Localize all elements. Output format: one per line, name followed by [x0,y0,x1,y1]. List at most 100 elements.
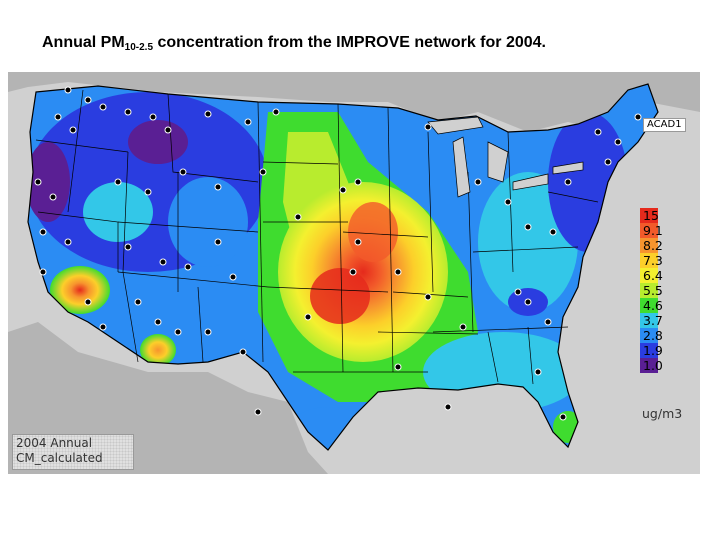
station-dot [64,86,72,94]
station-dot [214,238,222,246]
station-dot [524,298,532,306]
legend-swatch [640,358,658,373]
station-dot [534,368,542,376]
legend-value: 5.5 [643,283,663,298]
station-dot [259,168,267,176]
station-dot [394,363,402,371]
station-dot [304,313,312,321]
legend-value: 4.6 [643,298,663,313]
station-dot [149,113,157,121]
station-dot [394,268,402,276]
concentration-map [8,72,700,474]
title-prefix: Annual PM [42,34,125,51]
station-dot [239,348,247,356]
legend-row: 6.4 [640,268,720,283]
station-dot [214,183,222,191]
legend-swatch [640,298,658,313]
station-dot [514,288,522,296]
station-dot [84,298,92,306]
title-suffix: concentration from the IMPROVE network f… [153,34,546,51]
legend-row: 7.3 [640,253,720,268]
legend-swatch [640,268,658,283]
station-dot [354,178,362,186]
legend-row: 1.0 [640,358,720,373]
station-dot [549,228,557,236]
station-dot [134,298,142,306]
station-dot [354,238,362,246]
station-dot [604,158,612,166]
station-dot [459,323,467,331]
station-dot [179,168,187,176]
station-dot [114,178,122,186]
legend-row: 3.7 [640,313,720,328]
station-dot [614,138,622,146]
station-dot [159,258,167,266]
station-dot [144,188,152,196]
station-dot [99,103,107,111]
station-dot [504,198,512,206]
us-outline [27,83,659,451]
station-dot [184,263,192,271]
station-dot [424,293,432,301]
station-dot [594,128,602,136]
legend-row: 9.1 [640,223,720,238]
station-dot [424,123,432,131]
legend-value: 8.2 [643,238,663,253]
station-dot [39,268,47,276]
station-dot [124,108,132,116]
legend-swatch [640,253,658,268]
station-dot [244,118,252,126]
legend-row: 15 [640,208,720,223]
canada-land [8,72,700,132]
map-title: Annual PM10-2.5 concentration from the I… [42,34,546,53]
station-dot [204,110,212,118]
station-label: ACAD1 [643,118,686,132]
title-subscript: 10-2.5 [124,42,154,53]
station-dot [634,113,642,121]
legend-swatch [640,283,658,298]
legend-row: 5.5 [640,283,720,298]
station-dot [559,413,567,421]
legend-value: 6.4 [643,268,663,283]
station-dot [64,238,72,246]
legend-row: 2.8 [640,328,720,343]
color-legend: 15 9.1 8.2 7.3 6.4 5.5 4.6 3.7 2.8 1.9 1.0 [640,208,720,373]
station-dot [124,243,132,251]
legend-value: 2.8 [643,328,663,343]
station-dot [544,318,552,326]
station-dot [99,323,107,331]
legend-swatch [640,343,658,358]
station-dot [294,213,302,221]
legend-row: 1.9 [640,343,720,358]
legend-value: 3.7 [643,313,663,328]
legend-row: 4.6 [640,298,720,313]
station-dot [84,96,92,104]
station-dot [524,223,532,231]
panel-label-line1: 2004 Annual [16,436,93,450]
station-dot [444,403,452,411]
station-dot [49,193,57,201]
station-dot [164,126,172,134]
legend-row: 8.2 [640,238,720,253]
station-dot [254,408,262,416]
legend-unit: ug/m3 [642,406,683,421]
station-dot [339,186,347,194]
station-dot [174,328,182,336]
station-dot [229,273,237,281]
legend-value: 9.1 [643,223,663,238]
legend-value: 7.3 [643,253,663,268]
station-dot [34,178,42,186]
legend-swatch [640,208,658,223]
legend-swatch [640,223,658,238]
panel-label-line2: CM_calculated [16,451,103,465]
legend-swatch [640,313,658,328]
great-lakes [427,116,584,198]
station-markers [34,86,642,421]
station-dot [349,268,357,276]
legend-swatch [640,328,658,343]
station-dot [474,178,482,186]
legend-value: 1.9 [643,343,663,358]
station-dot [154,318,162,326]
legend-value: 15 [643,208,659,223]
station-dot [69,126,77,134]
